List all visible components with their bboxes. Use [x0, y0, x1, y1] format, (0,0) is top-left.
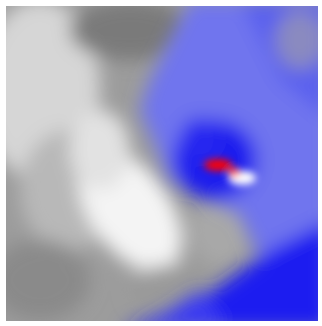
page [0, 0, 322, 326]
heatmap-image [0, 0, 322, 326]
field [0, 0, 322, 326]
